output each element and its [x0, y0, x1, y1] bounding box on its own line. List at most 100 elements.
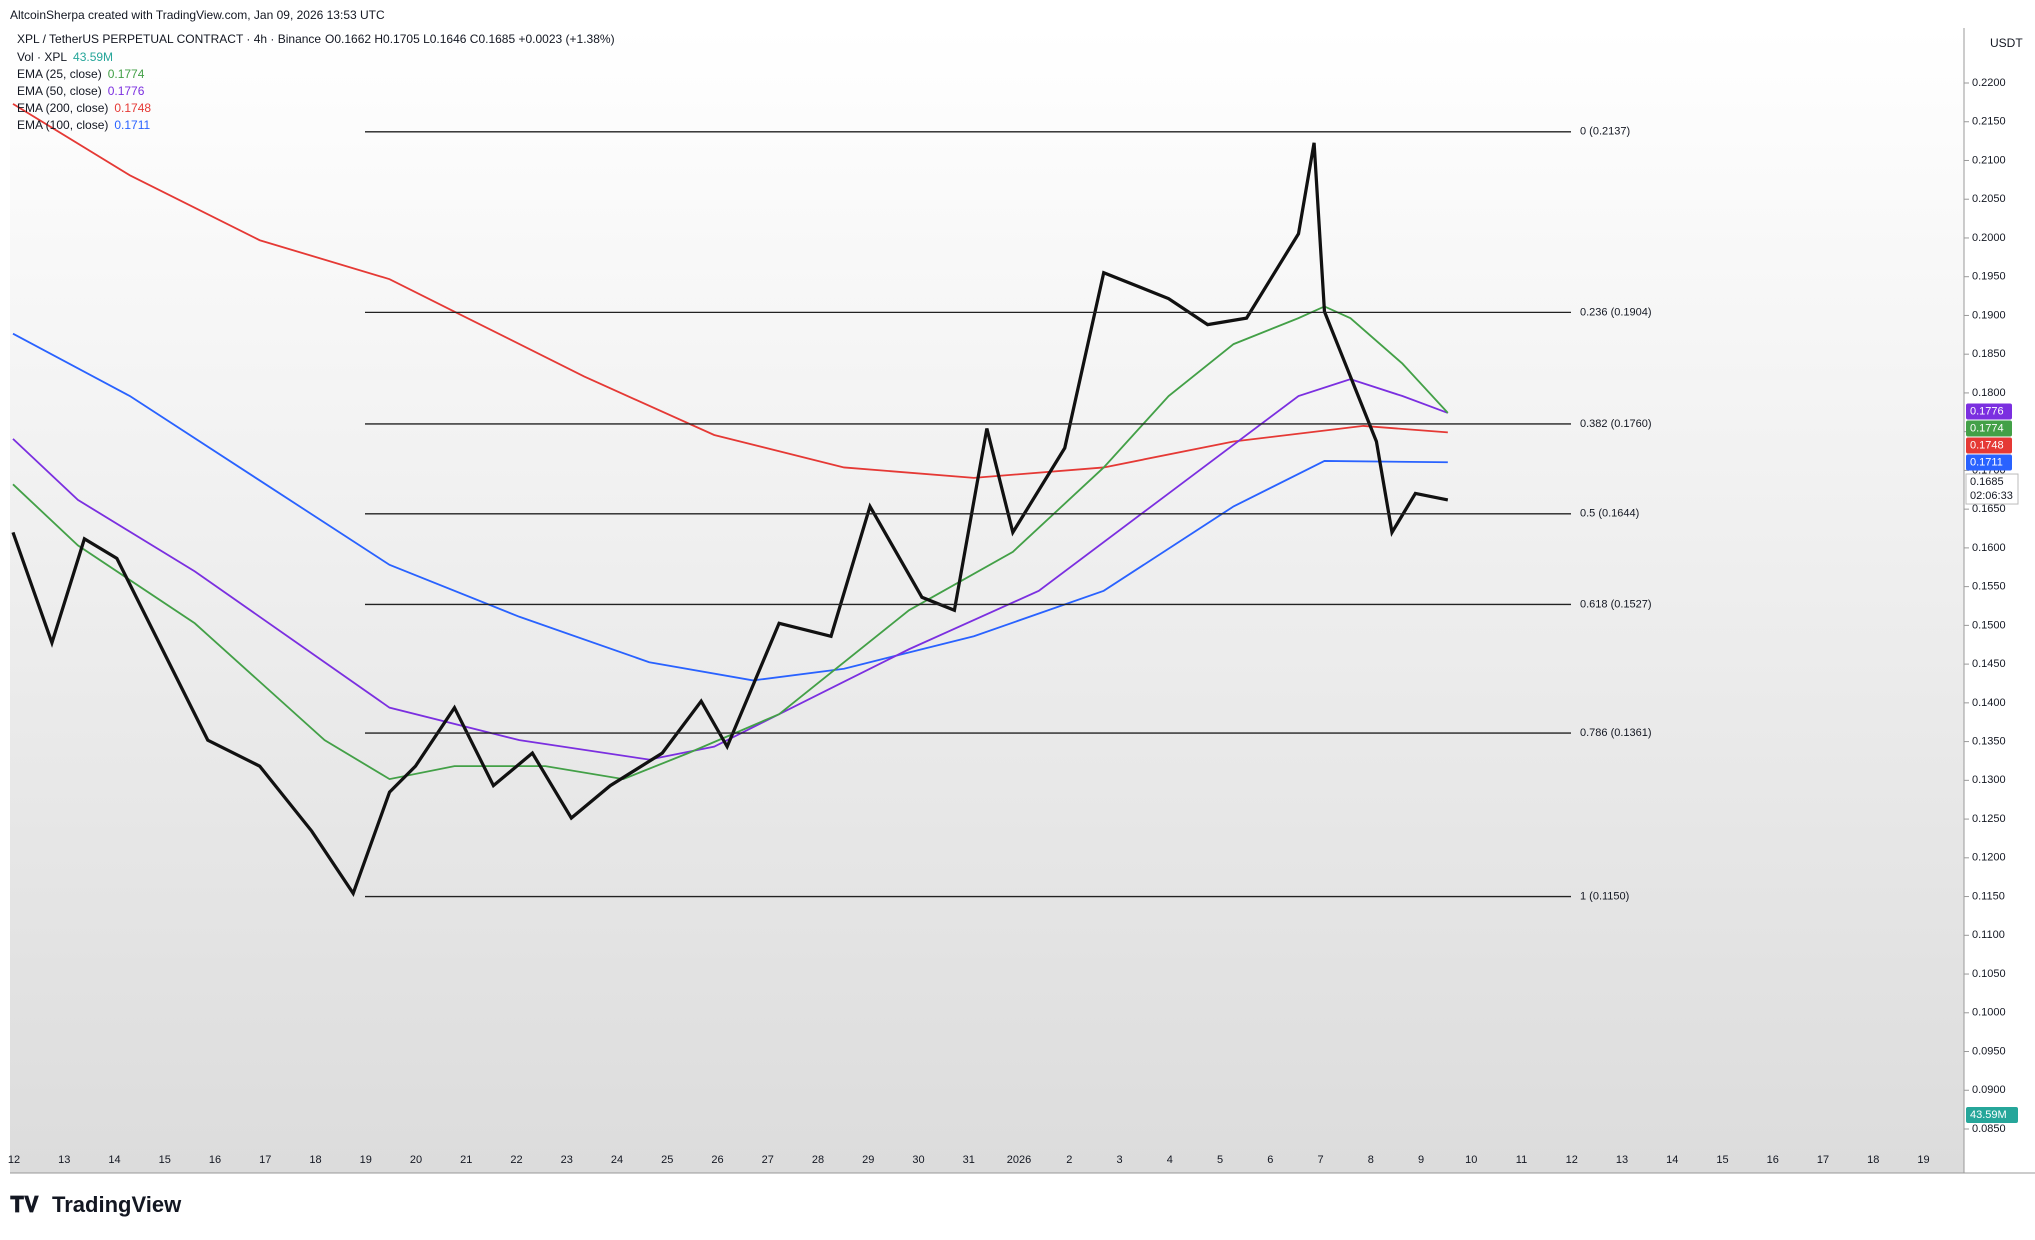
y-tick-label: 0.1400 [1972, 697, 2006, 709]
x-tick-label: 14 [1666, 1154, 1678, 1166]
x-tick-label: 16 [209, 1154, 221, 1166]
y-tick-label: 0.1450 [1972, 658, 2006, 670]
fib-label: 0.236 (0.1904) [1580, 306, 1652, 318]
fib-label: 0.5 (0.1644) [1580, 508, 1639, 520]
ema-25 [12, 305, 1449, 781]
x-tick-label: 13 [1616, 1154, 1628, 1166]
x-tick-label: 20 [410, 1154, 422, 1166]
x-tick-label: 30 [912, 1154, 924, 1166]
legend-value: 0.1774 [108, 67, 145, 81]
legend-label: EMA (25, close) [17, 67, 102, 81]
legend-label: EMA (200, close) [17, 101, 108, 115]
y-tick-label: 0.1650 [1972, 503, 2006, 515]
price-tag-label: 0.1711 [1970, 456, 2003, 468]
last-price: 0.1685 [1970, 476, 2004, 488]
y-tick-label: 0.1150 [1972, 890, 2005, 902]
price-tag [1966, 403, 2012, 420]
legend-value: 0.1776 [108, 84, 145, 98]
x-tick-label: 9 [1418, 1154, 1424, 1166]
volume-tag: 43.59M [1970, 1109, 2007, 1121]
y-tick-label: 0.2100 [1972, 154, 2006, 166]
y-tick-label: 0.0900 [1972, 1084, 2006, 1096]
indicator-lines [11, 103, 1449, 897]
y-tick-label: 0.1200 [1972, 852, 2006, 864]
x-tick-label: 18 [309, 1154, 321, 1166]
y-tick-label: 0.1950 [1972, 271, 2006, 283]
brand-logo: 𝐓𝐕 [10, 1192, 39, 1217]
y-tick-label: 0.1900 [1972, 309, 2006, 321]
x-tick-label: 17 [259, 1154, 271, 1166]
price-tag-label: 0.1748 [1970, 439, 2004, 451]
x-tick-label: 15 [159, 1154, 171, 1166]
price-tag-label: 0.1774 [1970, 422, 2004, 434]
x-tick-label: 16 [1767, 1154, 1779, 1166]
brand: TradingView [52, 1192, 182, 1217]
x-tick-label: 24 [611, 1154, 623, 1166]
ohlc: O0.1662 H0.1705 L0.1646 C0.1685 +0.0023 … [325, 32, 615, 46]
x-tick-label: 13 [58, 1154, 70, 1166]
y-tick-label: 0.1100 [1972, 929, 2005, 941]
logo-mark: 𝐓𝐕 [10, 1192, 39, 1217]
fib-label: 0.618 (0.1527) [1580, 598, 1652, 610]
ema-200 [12, 103, 1448, 479]
legend-label: EMA (50, close) [17, 84, 102, 98]
currency: USDT [1990, 36, 2023, 50]
price-tag [1966, 437, 2012, 454]
x-tick-label: 7 [1317, 1154, 1323, 1166]
x-tick-label: 6 [1267, 1154, 1273, 1166]
y-tick-label: 0.2050 [1972, 193, 2006, 205]
credit: AltcoinSherpa created with TradingView.c… [10, 8, 385, 22]
x-tick-label: 8 [1368, 1154, 1374, 1166]
ema-100 [12, 332, 1448, 682]
legend-label: EMA (100, close) [17, 118, 108, 132]
x-tick-label: 29 [862, 1154, 874, 1166]
y-tick-label: 0.1550 [1972, 581, 2006, 593]
x-tick-label: 18 [1867, 1154, 1879, 1166]
x-tick-label: 15 [1716, 1154, 1728, 1166]
y-tick-label: 0.1300 [1972, 774, 2006, 786]
legend-label: Vol · XPL [17, 50, 67, 64]
x-tick-label: 25 [661, 1154, 673, 1166]
x-tick-label: 27 [762, 1154, 774, 1166]
x-tick-label: 14 [108, 1154, 120, 1166]
legend-value: 0.1748 [114, 101, 151, 115]
fib-label: 0.382 (0.1760) [1580, 418, 1652, 430]
price-tag-label: 0.1776 [1970, 405, 2004, 417]
symbol: XPL / TetherUS PERPETUAL CONTRACT · 4h ·… [17, 32, 321, 46]
y-tick-label: 0.0850 [1972, 1123, 2006, 1135]
y-tick-label: 0.1850 [1972, 348, 2006, 360]
plot-area [10, 28, 1964, 1173]
price-tag [1966, 420, 2012, 437]
volume-tag-bg [1966, 1107, 2018, 1123]
x-tick-label: 3 [1116, 1154, 1122, 1166]
y-tick-label: 0.1500 [1972, 619, 2006, 631]
x-tick-label: 31 [963, 1154, 975, 1166]
y-tick-label: 0.1000 [1972, 1007, 2006, 1019]
fib-label: 1 (0.1150) [1580, 890, 1629, 902]
y-tick-label: 0.1250 [1972, 813, 2006, 825]
x-tick-label: 28 [812, 1154, 824, 1166]
y-tick-label: 0.1050 [1972, 968, 2006, 980]
fib-label: 0 (0.2137) [1580, 126, 1630, 138]
legend-value: 0.1711 [114, 118, 150, 132]
y-tick-label: 0.2200 [1972, 77, 2006, 89]
y-tick-label: 0.2000 [1972, 232, 2006, 244]
x-tick-label: 22 [510, 1154, 522, 1166]
x-tick-label: 12 [8, 1154, 20, 1166]
last-price-tag [1965, 473, 2019, 505]
x-tick-label: 26 [711, 1154, 723, 1166]
x-tick-label: 5 [1217, 1154, 1223, 1166]
price-tag [1966, 454, 2012, 471]
x-tick-label: 2 [1066, 1154, 1072, 1166]
x-tick-label: 21 [460, 1154, 472, 1166]
price-path [11, 142, 1449, 897]
legend-value: 43.59M [73, 50, 113, 64]
y-tick-label: 0.1800 [1972, 387, 2006, 399]
y-tick-label: 0.2150 [1972, 116, 2006, 128]
y-tick-label: 0.1600 [1972, 542, 2006, 554]
y-tick-label: 0.0950 [1972, 1045, 2006, 1057]
x-tick-label: 19 [1917, 1154, 1929, 1166]
x-tick-label: 2026 [1007, 1154, 1031, 1166]
x-tick-label: 17 [1817, 1154, 1829, 1166]
x-tick-label: 12 [1566, 1154, 1578, 1166]
